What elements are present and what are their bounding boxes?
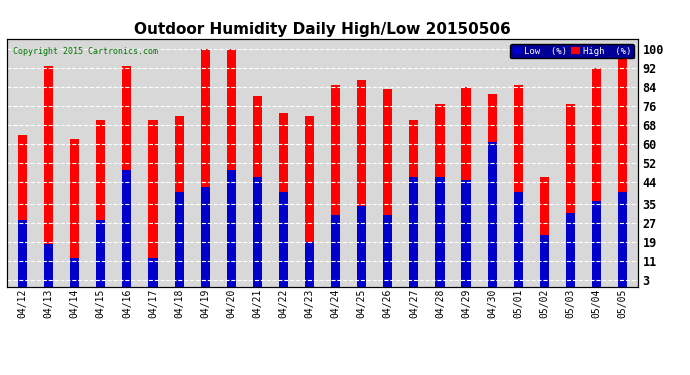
Bar bbox=[253, 96, 262, 287]
Bar bbox=[148, 120, 157, 287]
Bar bbox=[279, 113, 288, 287]
Bar bbox=[383, 216, 393, 287]
Bar bbox=[592, 201, 601, 287]
Bar bbox=[201, 187, 210, 287]
Bar bbox=[122, 66, 132, 287]
Bar bbox=[383, 89, 393, 287]
Bar bbox=[175, 116, 184, 287]
Bar bbox=[618, 49, 627, 287]
Bar bbox=[279, 192, 288, 287]
Bar bbox=[462, 180, 471, 287]
Bar bbox=[462, 87, 471, 287]
Bar bbox=[488, 142, 497, 287]
Bar bbox=[175, 192, 184, 287]
Bar bbox=[18, 135, 27, 287]
Text: Copyright 2015 Cartronics.com: Copyright 2015 Cartronics.com bbox=[13, 47, 158, 56]
Bar bbox=[435, 104, 444, 287]
Bar bbox=[540, 234, 549, 287]
Bar bbox=[227, 49, 236, 287]
Bar bbox=[435, 177, 444, 287]
Bar bbox=[148, 258, 157, 287]
Bar bbox=[566, 104, 575, 287]
Bar bbox=[44, 66, 53, 287]
Bar bbox=[96, 220, 106, 287]
Bar bbox=[70, 140, 79, 287]
Bar bbox=[409, 120, 418, 287]
Bar bbox=[305, 116, 314, 287]
Bar bbox=[122, 170, 132, 287]
Bar bbox=[331, 216, 340, 287]
Bar bbox=[592, 68, 601, 287]
Bar bbox=[96, 120, 106, 287]
Title: Outdoor Humidity Daily High/Low 20150506: Outdoor Humidity Daily High/Low 20150506 bbox=[134, 22, 511, 37]
Bar bbox=[305, 242, 314, 287]
Bar bbox=[44, 244, 53, 287]
Bar bbox=[201, 49, 210, 287]
Bar bbox=[253, 177, 262, 287]
Bar bbox=[513, 192, 523, 287]
Bar bbox=[488, 94, 497, 287]
Bar bbox=[357, 80, 366, 287]
Bar bbox=[70, 258, 79, 287]
Bar bbox=[513, 85, 523, 287]
Bar bbox=[18, 220, 27, 287]
Legend: Low  (%), High  (%): Low (%), High (%) bbox=[510, 44, 633, 58]
Bar bbox=[357, 206, 366, 287]
Bar bbox=[566, 213, 575, 287]
Bar bbox=[331, 85, 340, 287]
Bar bbox=[409, 177, 418, 287]
Bar bbox=[540, 177, 549, 287]
Bar bbox=[227, 170, 236, 287]
Bar bbox=[618, 192, 627, 287]
